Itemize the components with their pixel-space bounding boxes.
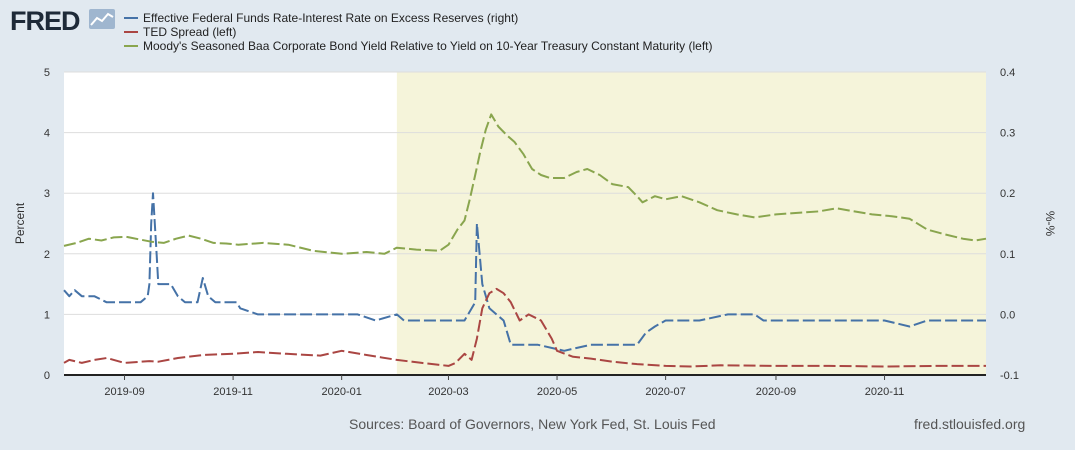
chart-area[interactable]: 0 1 2 3 4 5 -0.1 0.0 0.1 0.2 0.3 0.4 2019-09 2019-11 2… [0,62,1075,412]
right-tick-label: -0.1 [1000,370,1019,382]
right-tick-label: 0.3 [1000,128,1015,140]
legend-item-effr[interactable]: Effective Federal Funds Rate-Interest Ra… [124,11,713,25]
legend-swatch-green [124,45,138,47]
left-tick-label: 5 [44,67,50,79]
series-line-ted-spread[interactable] [63,287,986,368]
legend-item-baa[interactable]: Moody's Seasoned Baa Corporate Bond Yiel… [124,39,713,53]
legend: Effective Federal Funds Rate-Interest Ra… [124,11,713,53]
fred-logo[interactable]: FRED [10,6,80,36]
left-tick-label: 1 [44,309,50,321]
legend-label-ted: TED Spread (left) [143,25,237,39]
right-tick-label: 0.4 [1000,67,1015,79]
gridlines [64,71,986,315]
left-tick-label: 0 [44,370,50,382]
site-link[interactable]: fred.stlouisfed.org [914,416,1026,432]
legend-swatch-red [124,31,138,33]
x-tick-label: 2019-09 [104,386,144,398]
x-tick-label: 2020-05 [537,386,577,398]
x-tick-label: 2019-11 [213,386,253,398]
right-tick-label: 0.0 [1000,309,1015,321]
left-tick-label: 4 [44,128,50,140]
x-tick-label: 2020-07 [645,386,685,398]
x-tick-label: 2020-09 [756,386,796,398]
sources-note: Sources: Board of Governors, New York Fe… [349,416,716,432]
x-tick-label: 2020-11 [865,386,905,398]
axis-ticks: 0 1 2 3 4 5 -0.1 0.0 0.1 0.2 0.3 0.4 2019-09 2019-11 2… [44,67,1019,398]
right-tick-label: 0.2 [1000,188,1015,200]
legend-item-ted[interactable]: TED Spread (left) [124,25,713,39]
series-lines [63,113,987,368]
series-line-effr[interactable] [63,192,986,352]
series-line-baa-spread[interactable] [63,113,987,255]
x-tick-label: 2020-03 [428,386,468,398]
left-tick-label: 3 [44,188,50,200]
legend-swatch-blue [124,17,138,19]
right-tick-label: 0.1 [1000,249,1015,261]
legend-label-baa: Moody's Seasoned Baa Corporate Bond Yiel… [143,39,713,53]
x-tick-label: 2020-01 [321,386,361,398]
left-axis-title: Percent [13,202,27,244]
legend-label-effr: Effective Federal Funds Rate-Interest Ra… [143,11,519,25]
chart-header: FRED Effective Federal Funds Rate-Intere… [0,0,1075,62]
right-axis-title: %-% [1043,211,1057,237]
fred-logo-chart-icon [89,9,115,29]
recession-shading [396,72,986,375]
left-tick-label: 2 [44,249,50,261]
